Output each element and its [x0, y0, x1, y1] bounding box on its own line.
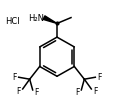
Text: H₂N: H₂N [28, 14, 44, 23]
Polygon shape [43, 16, 56, 23]
Text: F: F [12, 73, 17, 82]
Text: HCl: HCl [5, 17, 19, 26]
Text: F: F [96, 73, 101, 82]
Text: F: F [34, 88, 39, 97]
Text: F: F [92, 87, 97, 96]
Text: F: F [16, 87, 21, 96]
Text: F: F [74, 88, 79, 97]
